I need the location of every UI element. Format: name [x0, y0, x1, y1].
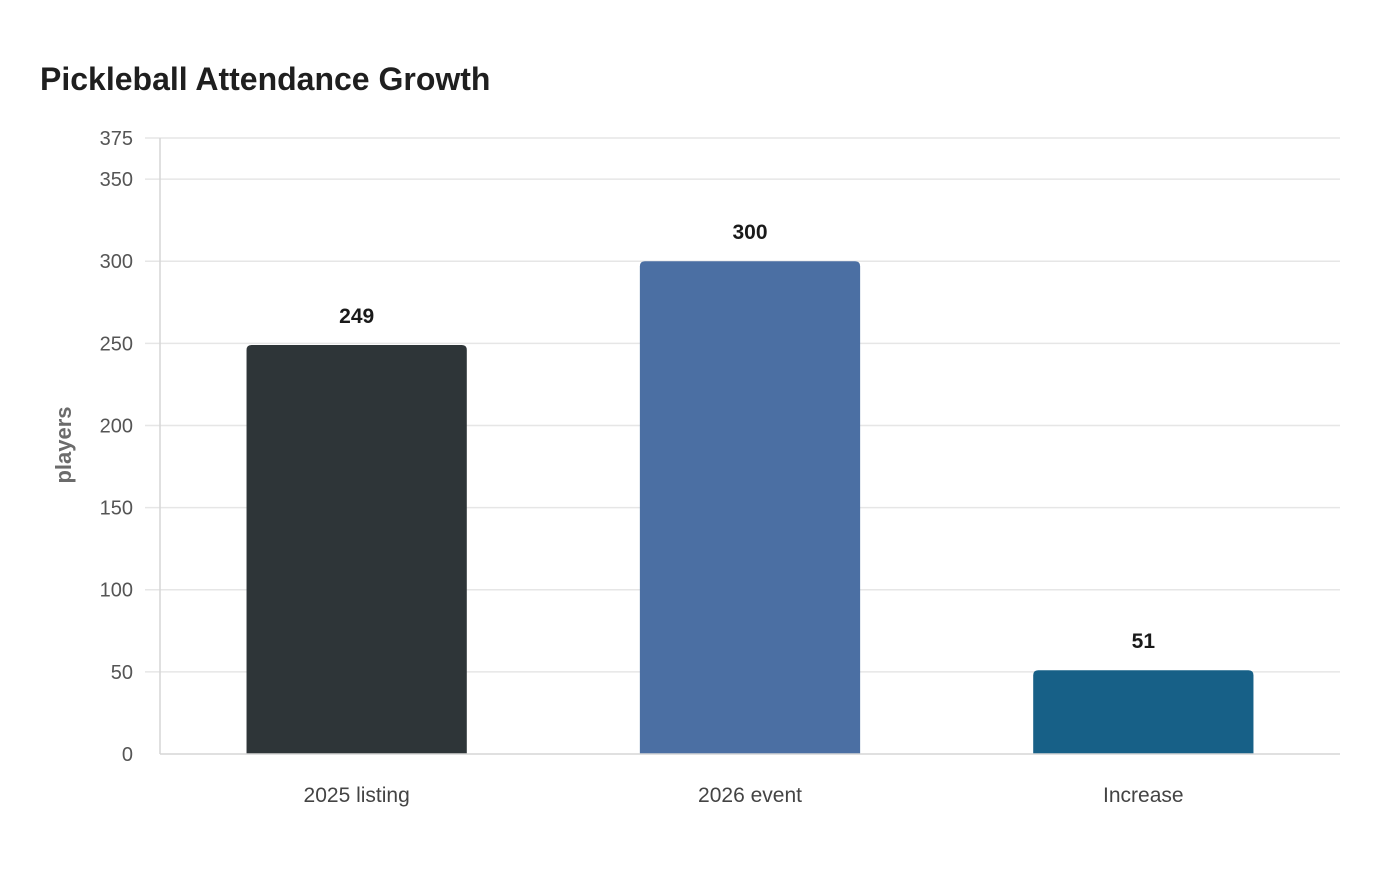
- y-tick-label: 200: [100, 415, 133, 437]
- x-axis-categories: 2025 listing 2026 event Increase: [304, 784, 1184, 807]
- bar-value-label: 51: [1132, 630, 1156, 653]
- y-tick-label: 0: [122, 744, 133, 766]
- y-tick-label: 250: [100, 333, 133, 355]
- y-tick-label: 150: [100, 498, 133, 520]
- y-tick-label: 100: [100, 580, 133, 602]
- y-axis-ticks: 0 50 100 150 200 250 300 350 375: [100, 128, 133, 766]
- bar-2025-listing: [246, 344, 467, 754]
- bars: [246, 261, 1254, 754]
- x-category-label: Increase: [1103, 784, 1184, 807]
- y-axis-label: players: [51, 406, 76, 483]
- value-labels: 249 300 51: [339, 221, 1155, 653]
- y-tick-label: 350: [100, 169, 133, 191]
- chart-title: Pickleball Attendance Growth: [40, 61, 490, 97]
- bar-increase: [1033, 670, 1254, 754]
- y-tick-label: 50: [111, 662, 133, 684]
- bar-value-label: 249: [339, 305, 374, 328]
- y-tick-label: 375: [100, 128, 133, 150]
- x-category-label: 2025 listing: [304, 784, 410, 807]
- bar-value-label: 300: [732, 221, 767, 244]
- bar-2026-event: [639, 261, 861, 754]
- x-category-label: 2026 event: [698, 784, 802, 807]
- y-tick-label: 300: [100, 251, 133, 273]
